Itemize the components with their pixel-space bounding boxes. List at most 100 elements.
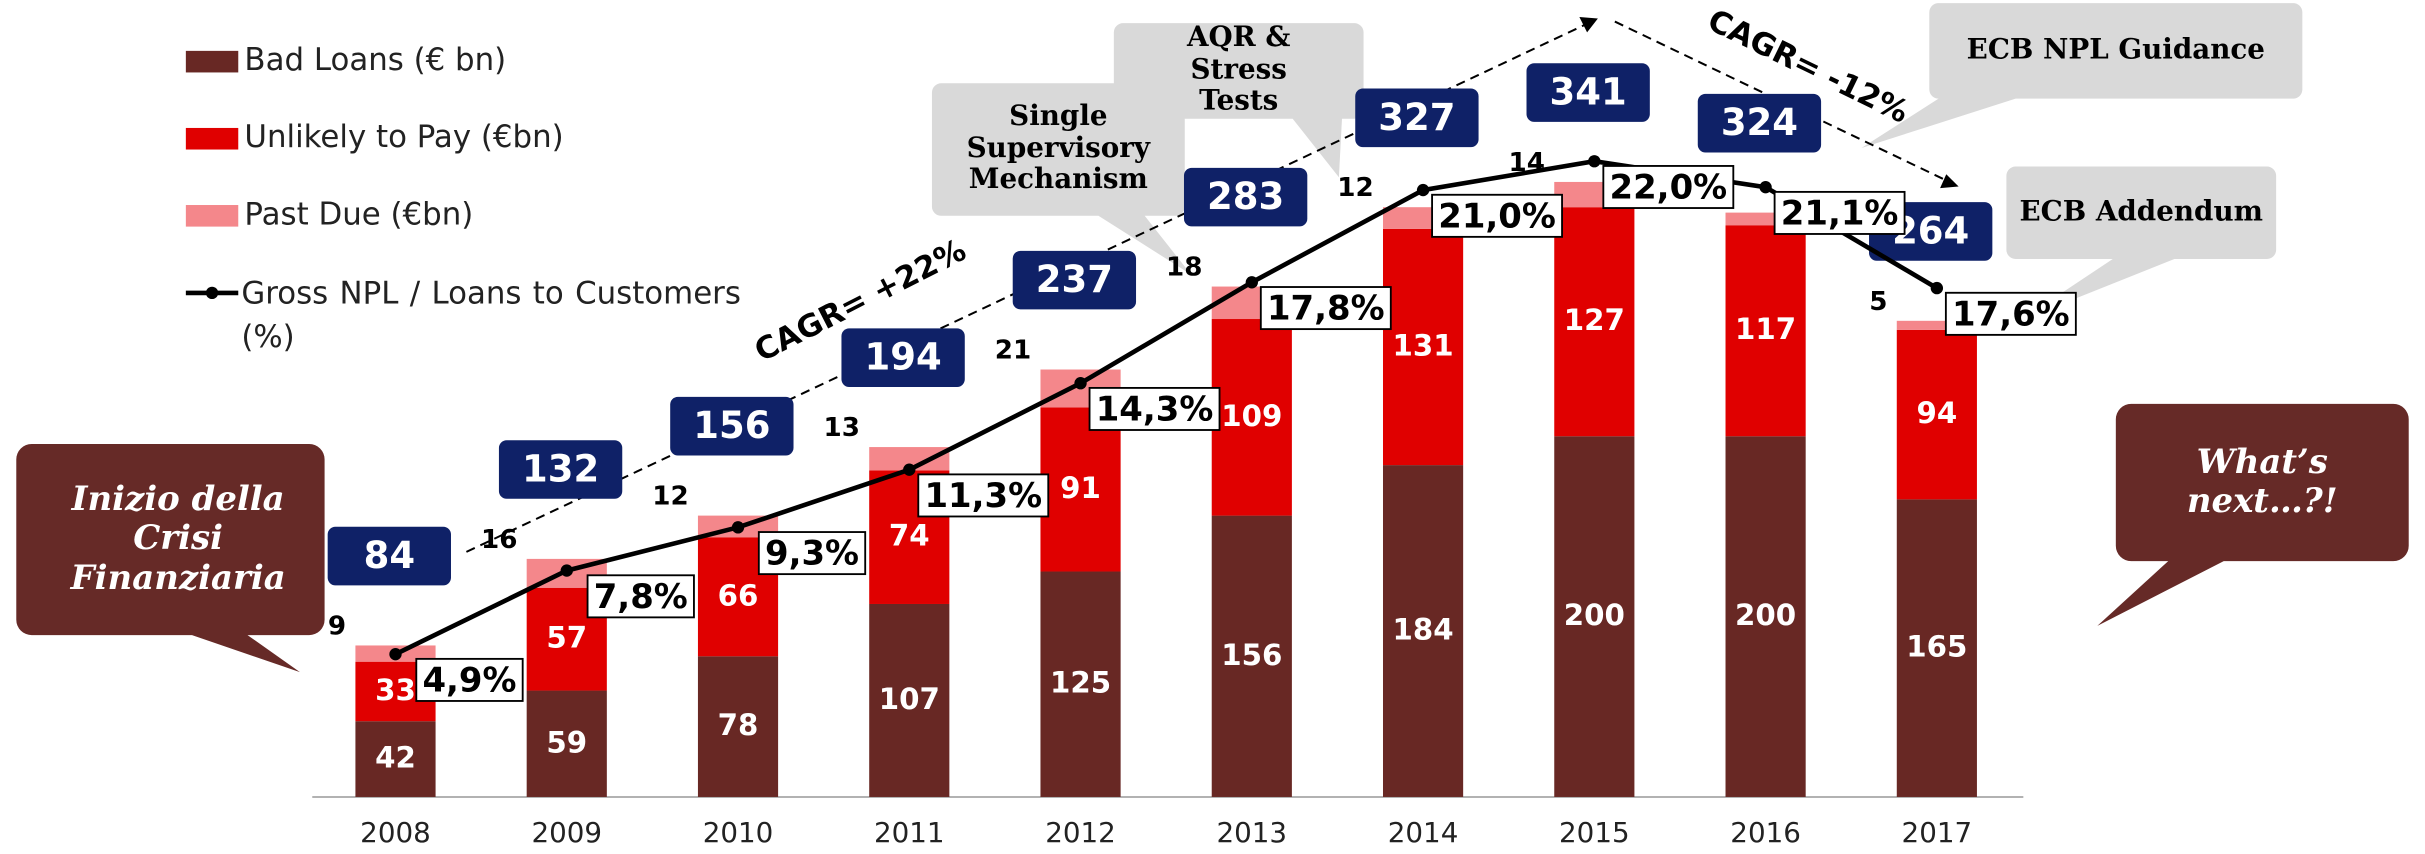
total-box (670, 396, 794, 456)
data-label: 117 (1735, 312, 1796, 346)
ratio-label: 14,3% (1096, 389, 1214, 428)
data-label: 42 (375, 741, 416, 775)
ratio-label: 22,0% (1610, 167, 1728, 206)
x-tick-label: 2011 (874, 816, 945, 849)
x-tick-label: 2016 (1730, 816, 1801, 849)
x-tick-label: 2008 (360, 816, 431, 849)
bar-segment (1211, 319, 1292, 516)
data-label: 165 (1906, 630, 1967, 664)
total-box (498, 440, 623, 499)
data-label: 59 (546, 725, 587, 759)
data-label: 57 (546, 621, 587, 655)
callout-addendum-text: ECB Addendum (2019, 195, 2263, 228)
total-box (1012, 250, 1137, 310)
ratio-label: 7,8% (594, 577, 688, 616)
data-label: 200 (1564, 598, 1625, 632)
line-marker (1074, 377, 1087, 390)
ratio-box (1602, 165, 1735, 209)
line-marker (903, 463, 916, 476)
total-label: 341 (1550, 71, 1627, 114)
ratio-label: 4,9% (422, 660, 516, 699)
x-tick-label: 2017 (1902, 816, 1973, 849)
data-label: 16 (481, 525, 517, 555)
total-box (1355, 88, 1479, 148)
line-marker (560, 564, 573, 577)
bar-segment (1040, 407, 1121, 572)
bar-segment (869, 603, 950, 797)
bar-segment (526, 690, 607, 797)
callout-ecb-guidance (1861, 3, 2303, 148)
annotation: ECB Addendum (2019, 195, 2263, 228)
total-label: 156 (693, 404, 770, 447)
bar-segment (1382, 228, 1464, 466)
legend-swatch (185, 127, 239, 150)
bar-segment (1725, 225, 1806, 437)
ratio-box (415, 657, 524, 702)
data-label: 12 (1337, 173, 1373, 203)
callout-next-text: What’s next…?! (2186, 441, 2338, 522)
legend-label: Gross NPL / Loans to Customers (%) (241, 274, 741, 355)
bar-segment (355, 721, 436, 797)
annotation: ECB NPL Guidance (1966, 33, 2265, 66)
total-label: 84 (364, 534, 415, 577)
legend-swatch (185, 205, 239, 227)
data-label: 21 (995, 336, 1031, 366)
line-marker (1930, 281, 1944, 295)
total-label: 283 (1207, 175, 1284, 218)
line-marker (1588, 155, 1601, 168)
bar-segment (1211, 515, 1292, 797)
total-label: 237 (1036, 258, 1113, 301)
legend-label-box: Gross NPL / Loans to Customers (%) (241, 274, 741, 355)
callout-aqr (1113, 23, 1364, 178)
data-label: 74 (889, 519, 930, 553)
bar-segment (1896, 499, 1977, 797)
x-tick-label: 2015 (1559, 816, 1630, 849)
data-label: 5 (1869, 287, 1887, 317)
callout-ecb-addendum (2006, 166, 2277, 321)
data-label: 18 (1166, 253, 1202, 283)
ratio-label: 11,3% (924, 476, 1042, 515)
data-label: 131 (1393, 328, 1454, 362)
ratio-label: 21,0% (1438, 196, 1556, 235)
total-box (1526, 63, 1650, 122)
legend-label: Unlikely to Pay (€bn) (244, 119, 563, 155)
arrow-head (1940, 174, 1959, 189)
total-label: 327 (1378, 96, 1455, 139)
callout-shapes (16, 3, 2409, 673)
ratio-label: 9,3% (765, 534, 859, 573)
annotation: AQR & Stress Tests (1186, 23, 1291, 118)
callout-crisis-text: Inizio della Crisi Finanziaria (71, 480, 286, 597)
bar-segment (1382, 465, 1464, 797)
callout-crisis (16, 443, 325, 673)
line-marker (1416, 183, 1430, 197)
legend-swatch (185, 50, 239, 73)
line-marker (731, 521, 745, 534)
data-label: 109 (1221, 399, 1282, 433)
ratio-label: 17,8% (1267, 289, 1385, 328)
data-label: 13 (824, 413, 860, 443)
total-box (327, 526, 451, 586)
data-label: 200 (1735, 598, 1796, 632)
line-marker (389, 648, 402, 661)
ratio-box (1944, 291, 2077, 336)
annotation: What’s next…?! (2186, 441, 2338, 522)
x-tick-label: 2012 (1045, 816, 1116, 849)
callout-aqr-text: AQR & Stress Tests (1186, 23, 1291, 118)
data-label: 94 (1916, 396, 1957, 430)
x-tick-label: 2014 (1388, 816, 1459, 849)
x-tick-label: 2010 (703, 816, 774, 849)
arrow-head (1579, 16, 1598, 33)
legend-label: Bad Loans (€ bn) (244, 42, 506, 78)
bar-segment (1554, 207, 1635, 437)
ratio-box (586, 574, 695, 619)
bar-segment (1896, 329, 1977, 500)
total-label: 194 (865, 336, 942, 379)
data-label: 156 (1221, 638, 1282, 672)
total-box (1183, 167, 1308, 227)
ratio-box (1773, 190, 1906, 235)
data-label: 12 (652, 482, 688, 512)
legend-marker (205, 286, 219, 300)
ratio-label: 21,1% (1781, 193, 1899, 232)
data-label: 78 (718, 708, 759, 742)
